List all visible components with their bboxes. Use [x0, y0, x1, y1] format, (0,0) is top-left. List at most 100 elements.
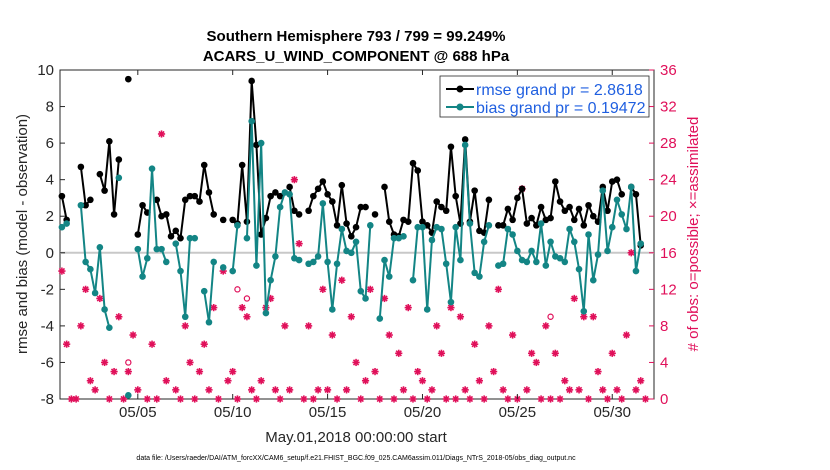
bias-point: [248, 118, 255, 125]
bias-point: [623, 226, 630, 233]
bias-point: [538, 220, 545, 227]
obs-assimilated-point: [504, 395, 511, 402]
bias-point: [595, 251, 602, 258]
bias-point: [500, 260, 507, 267]
x-tick-label: 05/20: [404, 404, 442, 421]
bias-point: [424, 306, 431, 313]
obs-assimilated-point: [144, 395, 151, 402]
bias-point: [339, 226, 346, 233]
rmse-point: [329, 198, 336, 205]
rmse-point: [433, 198, 440, 205]
bias-point: [376, 315, 383, 322]
rmse-point: [410, 160, 417, 167]
bias-point: [310, 259, 317, 266]
bias-point: [637, 240, 644, 247]
rmse-point: [585, 202, 592, 209]
legend-bias-marker: [457, 104, 464, 111]
rmse-point: [552, 178, 559, 185]
rmse-point: [505, 206, 512, 213]
y2-tick-label: 12: [660, 281, 677, 298]
rmse-point: [557, 198, 564, 205]
rmse-point: [590, 213, 597, 220]
obs-assimilated-point: [628, 249, 635, 256]
rmse-point: [172, 228, 179, 235]
bias-point: [144, 255, 151, 262]
bias-point: [329, 306, 336, 313]
bias-point: [576, 266, 583, 273]
y2-tick-label: 20: [660, 208, 677, 225]
obs-assimilated-point: [457, 313, 464, 320]
obs-assimilated-point: [296, 240, 303, 247]
y-tick-label: -2: [41, 281, 54, 298]
bias-point: [367, 222, 374, 229]
obs-assimilated-point: [471, 341, 478, 348]
bias-point: [533, 259, 540, 266]
rmse-point: [514, 195, 521, 202]
obs-assimilated-point: [229, 368, 236, 375]
rmse-point: [618, 191, 625, 198]
bias-point: [78, 202, 85, 209]
y-tick-label: 10: [37, 62, 54, 79]
bias-point: [419, 224, 426, 231]
obs-assimilated-point: [158, 130, 165, 137]
rmse-point: [547, 215, 554, 222]
x-tick-label: 05/30: [593, 404, 631, 421]
bias-point: [348, 249, 355, 256]
obs-assimilated-point: [452, 395, 459, 402]
obs-assimilated-point: [182, 322, 189, 329]
bias-point: [443, 260, 450, 267]
rmse-point: [452, 193, 459, 200]
obs-assimilated-point: [87, 377, 94, 384]
obs-assimilated-point: [352, 359, 359, 366]
y-tick-label: 0: [46, 245, 54, 262]
bias-point: [277, 204, 284, 211]
bias-point: [585, 231, 592, 238]
obs-assimilated-point: [153, 395, 160, 402]
obs-assimilated-point: [566, 386, 573, 393]
obs-assimilated-point: [523, 386, 530, 393]
bias-point: [562, 259, 569, 266]
obs-assimilated-point: [542, 322, 549, 329]
bias-point: [191, 235, 198, 242]
bias-point: [580, 308, 587, 315]
bias-point: [590, 277, 597, 284]
obs-assimilated-point: [433, 322, 440, 329]
obs-assimilated-point: [424, 395, 431, 402]
obs-assimilated-point: [58, 267, 65, 274]
bias-point: [101, 306, 108, 313]
rmse-point: [191, 193, 198, 200]
obs-assimilated-point: [414, 368, 421, 375]
rmse-point: [116, 156, 123, 163]
obs-assimilated-point: [224, 377, 231, 384]
obs-assimilated-point: [533, 359, 540, 366]
obs-assimilated-point: [409, 395, 416, 402]
bias-point: [410, 277, 417, 284]
bias-point: [400, 233, 407, 240]
obs-assimilated-point: [258, 377, 265, 384]
bias-point: [149, 165, 156, 172]
rmse-point: [320, 178, 327, 185]
obs-assimilated-point: [277, 395, 284, 402]
obs-assimilated-point: [438, 350, 445, 357]
obs-assimilated-point: [386, 331, 393, 338]
obs-assimilated-point: [286, 386, 293, 393]
bias-point: [429, 237, 436, 244]
bias-point: [457, 257, 464, 264]
rmse-point: [139, 202, 146, 209]
bias-point: [286, 191, 293, 198]
legend-bias-label: bias grand pr = 0.19472: [476, 100, 646, 117]
obs-assimilated-point: [215, 395, 222, 402]
y2-tick-label: 0: [660, 391, 668, 408]
rmse-point: [580, 222, 587, 229]
bias-point: [462, 142, 469, 149]
rmse-point: [576, 206, 583, 213]
obs-assimilated-point: [376, 395, 383, 402]
legend-rmse-marker: [457, 86, 464, 93]
rmse-point: [519, 186, 526, 193]
rmse-point: [87, 196, 94, 203]
x-axis-label: May.01,2018 00:00:00 start: [265, 429, 447, 446]
rmse-point: [571, 217, 578, 224]
obs-assimilated-point: [129, 331, 136, 338]
bias-point: [566, 226, 573, 233]
bias-point: [263, 310, 270, 317]
